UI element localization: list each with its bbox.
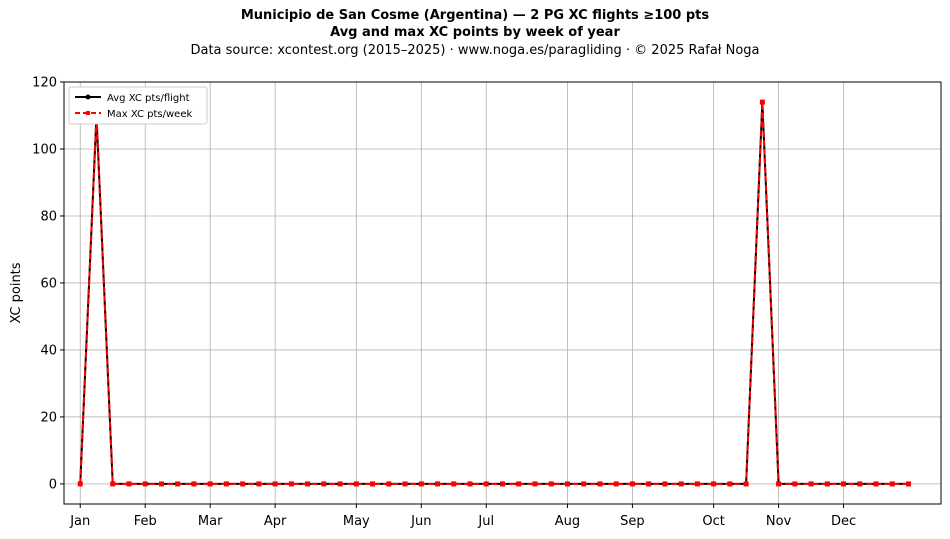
data-point-max [889, 481, 895, 487]
series-layer [77, 99, 912, 487]
data-point-max [581, 481, 587, 487]
data-point-max [873, 481, 879, 487]
x-tick-label: Nov [766, 514, 792, 529]
y-tick-label: 40 [40, 343, 57, 358]
legend-label-avg: Avg XC pts/flight [107, 93, 190, 104]
series-line-avg [79, 101, 909, 485]
data-point-max [77, 481, 83, 487]
y-tick-label: 80 [40, 209, 57, 224]
x-tick-label: Jan [69, 514, 90, 529]
data-point-max [759, 99, 765, 105]
data-point-max [824, 481, 830, 487]
legend-marker-avg [85, 94, 91, 100]
data-point-max [548, 481, 554, 487]
plot-frame [63, 81, 942, 505]
data-point-max [435, 481, 441, 487]
x-tick-label: Jul [477, 514, 494, 529]
y-tick-label: 120 [32, 76, 57, 91]
data-point-max [613, 481, 619, 487]
data-point-max [711, 481, 717, 487]
data-point-max [305, 481, 311, 487]
data-point-max [207, 481, 213, 487]
series-line-max [79, 101, 909, 485]
data-point-max [240, 481, 246, 487]
legend-label-max: Max XC pts/week [107, 109, 192, 120]
data-point-max [418, 481, 424, 487]
x-tick-label: Apr [264, 514, 287, 529]
data-point-max [386, 481, 392, 487]
data-point-max [743, 481, 749, 487]
data-point-max [256, 481, 262, 487]
data-point-max [223, 481, 229, 487]
data-point-max [841, 481, 847, 487]
y-tick-label: 60 [40, 276, 57, 291]
data-point-max [175, 481, 181, 487]
data-point-max [483, 481, 489, 487]
data-point-max [564, 481, 570, 487]
data-point-max [792, 481, 798, 487]
x-tick-label: Sep [620, 514, 645, 529]
data-point-max [191, 481, 197, 487]
data-point-max [142, 481, 148, 487]
data-point-max [776, 481, 782, 487]
data-point-max [694, 481, 700, 487]
x-tick-label: Feb [134, 514, 157, 529]
data-point-max [370, 481, 376, 487]
x-tick-label: May [343, 514, 370, 529]
grid [64, 81, 941, 504]
y-tick-label: 20 [40, 410, 57, 425]
y-axis-label: XC points [9, 262, 24, 323]
chart-title: Municipio de San Cosme (Argentina) — 2 P… [240, 8, 710, 23]
data-point-max [500, 481, 505, 487]
y-tick-label: 0 [49, 477, 57, 492]
legend-box [68, 86, 208, 125]
legend: Avg XC pts/flight Max XC pts/week [68, 86, 208, 125]
data-point-max [516, 481, 522, 487]
data-point-max [646, 481, 652, 487]
data-point-max [158, 481, 164, 487]
axes: 0 20 40 60 80 100 120 Jan Feb Mar Apr May Jun Jul Aug S… [32, 76, 856, 530]
y-tick-label: 100 [32, 142, 57, 157]
data-point-max [402, 481, 408, 487]
data-point-max [906, 481, 912, 487]
x-tick-label: Dec [831, 514, 856, 529]
data-point-max [727, 481, 733, 487]
data-point-max [857, 481, 863, 487]
data-point-max [321, 481, 327, 487]
data-point-max [808, 481, 814, 487]
x-tick-label: Oct [702, 514, 724, 529]
chart-subtitle: Avg and max XC points by week of year [330, 25, 620, 40]
data-point-max [288, 481, 294, 487]
data-point-max [597, 481, 603, 487]
data-point-max [532, 481, 538, 487]
chart-source: Data source: xcontest.org (2015–2025) · … [190, 43, 760, 58]
data-point-max [662, 481, 668, 487]
data-point-max [678, 481, 684, 487]
x-tick-label: Jun [410, 514, 431, 529]
data-point-max [110, 481, 116, 487]
x-tick-label: Aug [555, 514, 580, 529]
data-point-max [629, 481, 635, 487]
data-point-max [467, 481, 473, 487]
data-point-max [337, 481, 343, 487]
data-point-max [272, 481, 278, 487]
x-tick-label: Mar [198, 514, 223, 529]
legend-marker-max [86, 111, 90, 115]
data-point-max [126, 481, 132, 487]
data-point-max [451, 481, 457, 487]
data-point-max [353, 481, 359, 487]
